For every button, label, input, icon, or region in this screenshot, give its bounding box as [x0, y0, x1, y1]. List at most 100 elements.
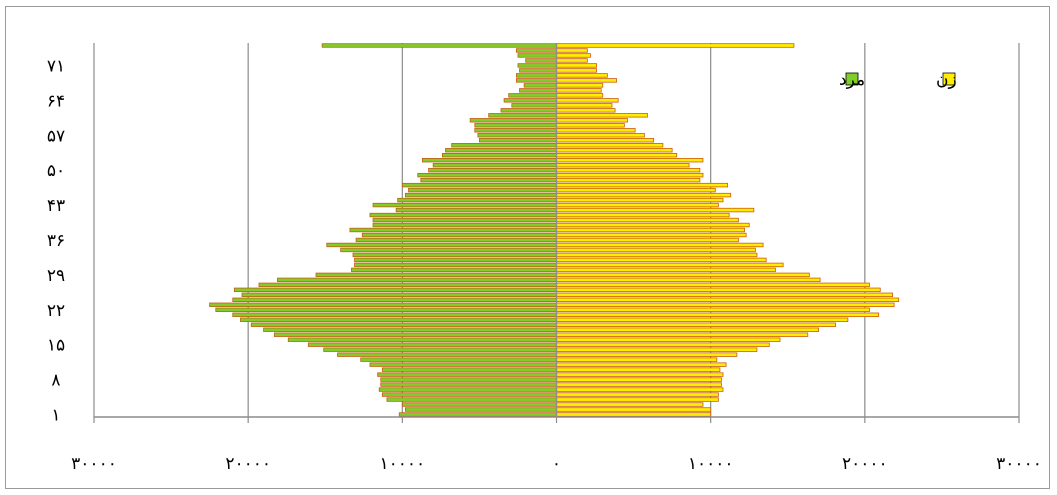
- bar-female: [556, 387, 724, 392]
- x-tick-labels: ۳۰۰۰۰ ۲۰۰۰۰ ۱۰۰۰۰ ۰ ۱۰۰۰۰ ۲۰۰۰۰ ۳۰۰۰۰: [71, 454, 1042, 474]
- bar-male: [241, 292, 557, 298]
- bar-male: [474, 128, 557, 133]
- bar-female: [556, 88, 602, 93]
- bar-female: [556, 177, 701, 183]
- bar-male: [381, 367, 557, 372]
- bar-male: [349, 227, 557, 233]
- bar-female: [556, 347, 758, 352]
- y-tick-label: ۱: [51, 406, 60, 426]
- chart-frame: ۳۰۰۰۰ ۲۰۰۰۰ ۱۰۰۰۰ ۰ ۱۰۰۰۰ ۲۰۰۰۰ ۳۰۰۰۰ ۱ ۸ ۱۵ ۲۲ ۲۹…: [5, 6, 1050, 489]
- bar-female: [556, 98, 619, 103]
- legend-label-male: مرد: [839, 70, 865, 90]
- bar-male: [233, 287, 557, 293]
- bar-female: [556, 407, 712, 412]
- bar-female: [556, 138, 655, 143]
- bar-male: [287, 337, 557, 342]
- bar-male: [232, 297, 557, 303]
- bar-female: [556, 83, 604, 88]
- bar-female: [556, 123, 625, 128]
- bar-female: [556, 292, 893, 298]
- bar-female: [556, 157, 704, 163]
- bar-female: [556, 367, 721, 372]
- x-tick-label: ۱۰۰۰۰: [688, 454, 734, 474]
- bar-male: [351, 267, 557, 273]
- bar-female: [556, 78, 618, 83]
- bar-female: [556, 53, 591, 58]
- bar-male: [361, 232, 557, 238]
- bar-female: [556, 43, 795, 48]
- bar-female: [556, 297, 900, 303]
- bar-male: [417, 172, 557, 178]
- bar-female: [556, 113, 648, 118]
- bar-male: [209, 302, 557, 307]
- bar-female: [556, 172, 704, 178]
- bar-female: [556, 192, 732, 198]
- bar-female: [556, 352, 738, 357]
- bar-female: [556, 362, 727, 367]
- x-tick-label: ۰: [552, 454, 561, 474]
- bar-male: [258, 282, 557, 288]
- bar-male: [421, 157, 557, 163]
- bar-male: [511, 103, 557, 108]
- bar-male: [523, 83, 557, 88]
- bar-male: [354, 257, 557, 263]
- legend-swatch-male: [845, 72, 859, 86]
- bar-female: [556, 257, 767, 263]
- bar-male: [381, 392, 557, 397]
- bar-female: [556, 337, 781, 342]
- y-tick-labels: ۱ ۸ ۱۵ ۲۲ ۲۹ ۳۶ ۴۳ ۵۰ ۵۷ ۶۴ ۷۱: [47, 56, 65, 425]
- bar-female: [556, 262, 784, 268]
- bar-female: [556, 252, 758, 258]
- bar-female: [556, 247, 756, 253]
- bar-female: [556, 103, 613, 108]
- bar-male: [516, 48, 557, 53]
- bar-male: [372, 202, 557, 208]
- bar-male: [469, 118, 557, 123]
- bar-male: [232, 312, 557, 317]
- bar-male: [369, 212, 557, 218]
- bar-male: [372, 217, 557, 223]
- bar-female: [556, 63, 597, 68]
- bar-female: [556, 187, 716, 193]
- bar-male: [369, 362, 557, 367]
- bar-male: [508, 93, 557, 98]
- bar-female: [556, 217, 739, 223]
- bar-female: [556, 282, 870, 288]
- bar-male: [519, 68, 557, 73]
- bar-male: [398, 412, 557, 417]
- bar-male: [503, 98, 557, 103]
- bar-female: [556, 312, 880, 317]
- bar-male: [432, 162, 557, 168]
- population-pyramid-chart: ۳۰۰۰۰ ۲۰۰۰۰ ۱۰۰۰۰ ۰ ۱۰۰۰۰ ۲۰۰۰۰ ۳۰۰۰۰ ۱ ۸ ۱۵ ۲۲ ۲۹…: [47, 43, 1042, 474]
- bar-male: [525, 58, 557, 63]
- bar-female: [556, 222, 750, 228]
- bars-layer: [209, 43, 900, 417]
- bar-female: [556, 357, 718, 362]
- bar-female: [556, 397, 719, 402]
- bar-male: [240, 317, 557, 322]
- bar-male: [377, 372, 557, 377]
- y-tick-label: ۲۹: [47, 266, 65, 286]
- y-tick-label: ۸: [51, 371, 60, 391]
- bar-male: [405, 407, 557, 412]
- bar-female: [556, 212, 730, 218]
- bar-male: [372, 222, 557, 228]
- x-tick-label: ۳۰۰۰۰: [996, 454, 1042, 474]
- x-tick-label: ۳۰۰۰۰: [71, 454, 117, 474]
- bar-female: [556, 167, 701, 173]
- bar-male: [386, 397, 557, 402]
- bar-female: [556, 287, 881, 293]
- bar-male: [263, 327, 557, 332]
- y-tick-label: ۴۳: [47, 196, 65, 216]
- bar-female: [556, 48, 588, 53]
- bar-male: [517, 63, 557, 68]
- bar-female: [556, 207, 755, 213]
- bar-male: [477, 133, 557, 138]
- bar-female: [556, 68, 597, 73]
- bar-male: [516, 73, 557, 78]
- bar-male: [428, 167, 557, 173]
- bar-male: [451, 143, 557, 148]
- bar-male: [479, 138, 557, 143]
- legend-swatch-female: [942, 72, 956, 86]
- bar-female: [556, 317, 849, 322]
